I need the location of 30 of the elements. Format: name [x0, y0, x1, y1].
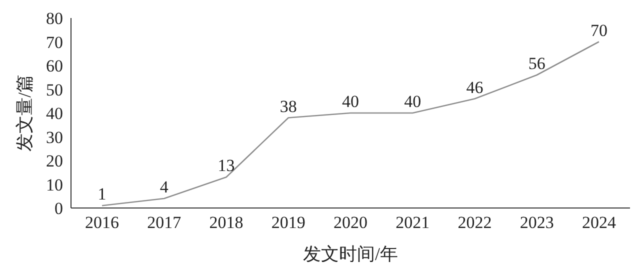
y-tick-label: 20 [46, 152, 63, 171]
data-label: 70 [590, 20, 608, 40]
y-axis-title: 发文量/篇 [14, 74, 34, 152]
data-label: 1 [98, 184, 106, 204]
y-tick-label: 80 [46, 9, 63, 28]
line-series [101, 41, 600, 206]
x-tick-label: 2021 [396, 213, 430, 232]
x-tick-label: 2017 [147, 213, 182, 232]
data-label: 13 [218, 156, 235, 176]
y-tick-label: 30 [46, 128, 63, 147]
x-tick-label: 2023 [520, 213, 554, 232]
data-label: 40 [342, 92, 359, 111]
y-tick-label: 50 [46, 80, 63, 100]
data-label: 38 [280, 96, 297, 116]
x-tick-label: 2024 [582, 213, 616, 232]
y-tick-label: 0 [54, 199, 63, 218]
x-axis-title: 发文时间/年 [302, 244, 398, 264]
x-tick-label: 2022 [458, 213, 492, 232]
y-tick-label: 10 [46, 175, 63, 194]
y-tick-label: 40 [46, 104, 63, 124]
x-tick-label: 2018 [209, 213, 244, 232]
data-label: 56 [528, 54, 546, 73]
data-label: 46 [466, 78, 484, 97]
x-tick-label: 2016 [85, 213, 120, 232]
x-tick-label: 2020 [334, 213, 368, 232]
x-tick-label: 2019 [271, 213, 306, 232]
data-label: 4 [160, 178, 169, 196]
y-tick-label: 60 [46, 56, 63, 76]
data-label: 40 [404, 92, 422, 111]
y-tick-label: 70 [46, 32, 63, 52]
